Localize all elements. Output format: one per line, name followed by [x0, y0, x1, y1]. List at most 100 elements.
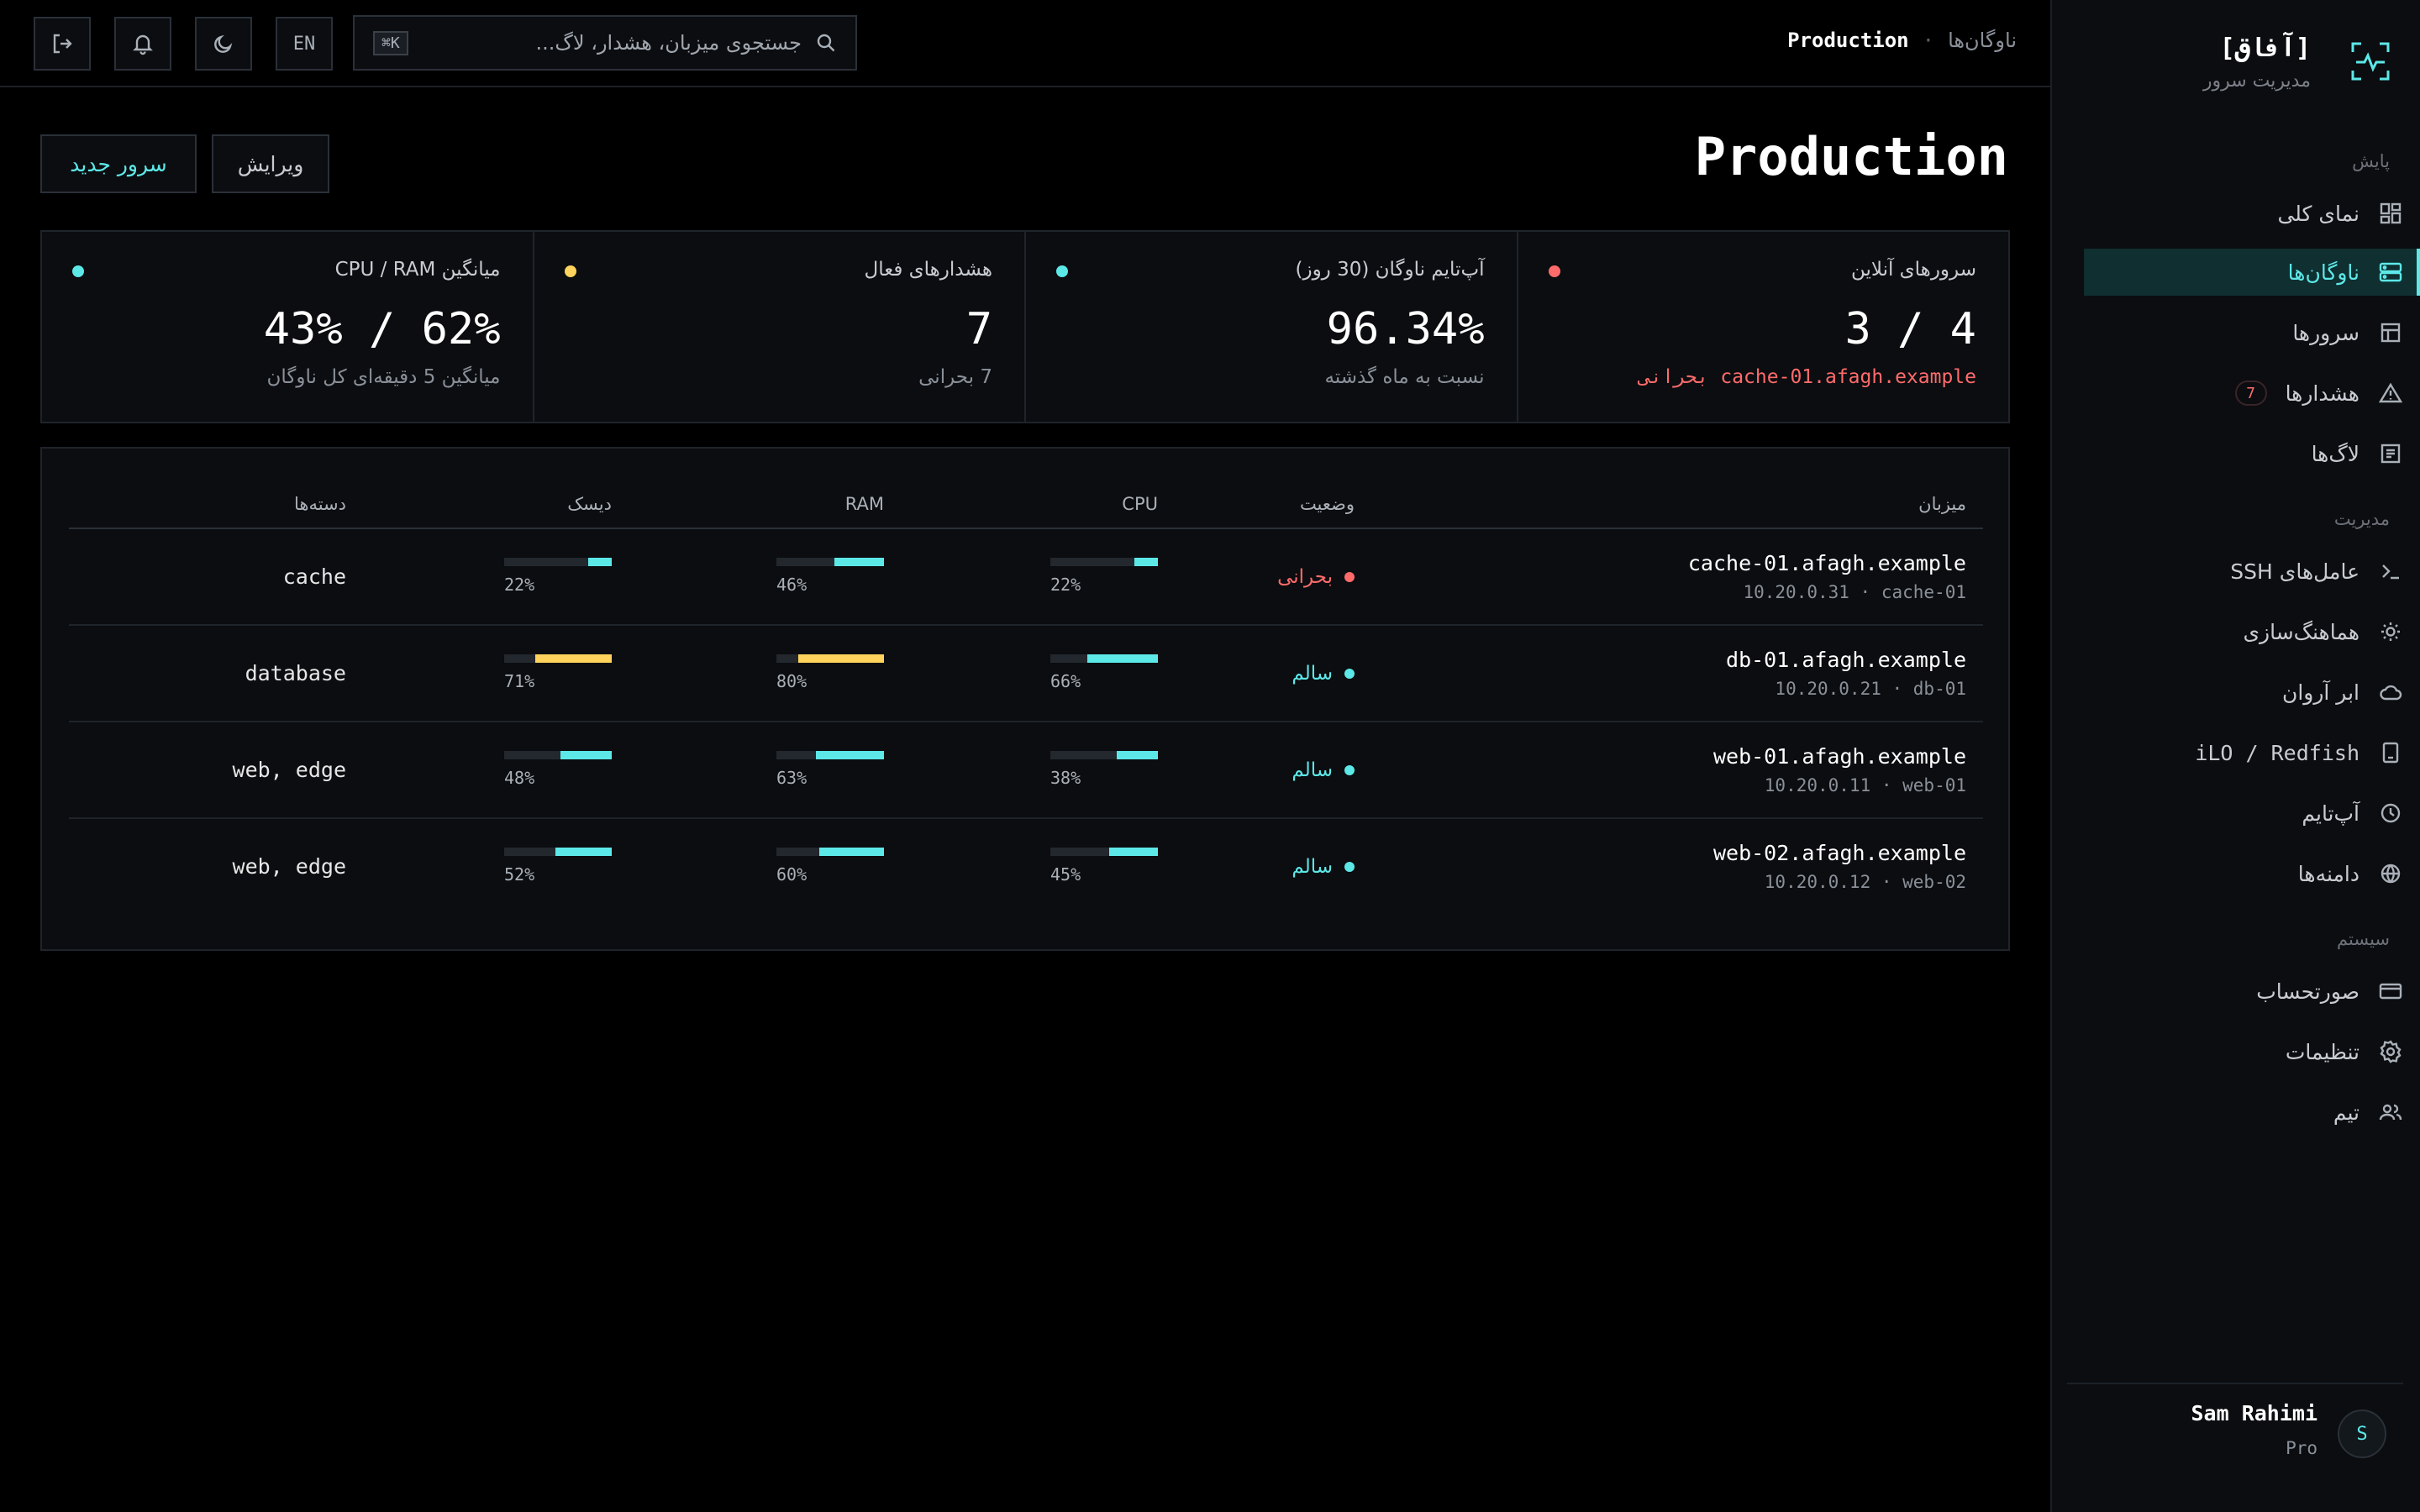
- breadcrumb-separator: ·: [1922, 29, 1935, 52]
- host-name-link[interactable]: cache-01.afagh.example: [1687, 551, 1966, 575]
- alerts-count-badge: 7: [2234, 381, 2267, 406]
- sidebar-item-settings[interactable]: تنظیمات: [2084, 1028, 2420, 1075]
- stat-value: 96.34%: [1326, 304, 1485, 354]
- ram-usage-percent: 63%: [776, 768, 808, 788]
- disk-usage: 48%: [504, 751, 612, 788]
- sidebar-item-label: ابر آروان: [2281, 680, 2360, 705]
- host-cell: cache-01.afagh.example 10.20.0.31 · cache…: [1688, 551, 1966, 602]
- stat-subtext: میانگین 5 دقیقه‌ای کل ناوگان: [266, 366, 501, 388]
- search-input[interactable]: [421, 31, 802, 55]
- search-box[interactable]: ⌘K: [353, 15, 857, 71]
- user-profile[interactable]: S Sam Rahimi Pro: [2084, 1401, 2386, 1468]
- sidebar-item-ssh-agents[interactable]: عامل‌های SSH: [2084, 548, 2420, 595]
- cpu-usage-percent: 45%: [1050, 864, 1081, 885]
- sidebar-item-sync[interactable]: هماهنگ‌سازی: [2084, 608, 2420, 655]
- topbar: ناوگان‌ها · Production ⌘K EN: [0, 0, 2050, 87]
- status-badge: سالم: [1292, 663, 1355, 685]
- host-name-link[interactable]: web-02.afagh.example: [1712, 841, 1966, 865]
- sidebar-item-servers[interactable]: سرورها: [2084, 309, 2420, 356]
- table-row[interactable]: web-01.afagh.example 10.20.0.11 · web-01 س…: [69, 722, 1983, 819]
- sidebar-item-billing[interactable]: صورتحساب: [2084, 968, 2420, 1015]
- host-meta: 10.20.0.11 · web-01: [1764, 775, 1966, 795]
- breadcrumb: ناوگان‌ها · Production: [1787, 29, 2017, 52]
- stat-value: 7: [965, 304, 992, 354]
- sidebar-item-team[interactable]: تیم: [2084, 1089, 2420, 1136]
- ram-usage: 80%: [776, 654, 884, 691]
- sidebar-item-domains[interactable]: دامنه‌ها: [2084, 850, 2420, 897]
- ram-usage-percent: 46%: [776, 575, 808, 595]
- ram-usage: 46%: [776, 558, 884, 595]
- server-stack-icon: [2378, 260, 2403, 285]
- document-lines-icon: [2378, 441, 2403, 466]
- status-dot-icon: [1344, 862, 1355, 872]
- new-server-button[interactable]: سرور جدید: [40, 134, 197, 193]
- cpu-usage-bar: [1050, 654, 1158, 663]
- groups-cell: database: [245, 661, 346, 685]
- sidebar-item-fleets[interactable]: ناوگان‌ها: [2084, 249, 2420, 296]
- cloud-icon: [2378, 680, 2403, 705]
- sidebar-item-logs[interactable]: لاگ‌ها: [2084, 430, 2420, 477]
- disk-usage-bar: [504, 848, 612, 856]
- status-dot-icon: [1344, 669, 1355, 679]
- hard-drive-icon: [2378, 740, 2403, 765]
- table-row[interactable]: cache-01.afagh.example 10.20.0.31 · cache…: [69, 529, 1983, 626]
- table-icon: [2378, 320, 2403, 345]
- cpu-usage-percent: 38%: [1050, 768, 1081, 788]
- host-meta: 10.20.0.21 · db-01: [1775, 679, 1966, 699]
- breadcrumb-current: Production: [1787, 29, 1909, 52]
- disk-usage: 22%: [504, 558, 612, 595]
- host-name-link[interactable]: db-01.afagh.example: [1726, 648, 1966, 672]
- stat-label: هشدارهای فعال: [864, 259, 992, 281]
- cpu-usage-fill: [1134, 558, 1158, 566]
- disk-usage-percent: 52%: [504, 864, 535, 885]
- sidebar-item-arvan-cloud[interactable]: ابر آروان: [2084, 669, 2420, 716]
- column-header-host[interactable]: میزبان: [1918, 494, 1966, 514]
- host-cell: db-01.afagh.example 10.20.0.21 · db-01: [1726, 648, 1966, 699]
- host-cell: web-02.afagh.example 10.20.0.12 · web-02: [1713, 841, 1966, 892]
- status-cell: سالم: [1292, 759, 1355, 781]
- cpu-usage-fill: [1117, 751, 1158, 759]
- sidebar-item-label: آپ‌تایم: [2302, 801, 2360, 826]
- hosts-table: میزبان وضعیت CPU RAM دیسک دسته‌ها cache-…: [40, 447, 2010, 951]
- status-dot-icon: [1056, 265, 1068, 277]
- stat-value: 43% / 62%: [263, 304, 501, 354]
- sidebar-item-label: هشدارها: [2285, 381, 2360, 406]
- brand[interactable]: [آفاق] مدیریت سرور: [2072, 34, 2391, 101]
- theme-toggle-button[interactable]: [195, 17, 252, 71]
- sidebar-item-uptime[interactable]: آپ‌تایم: [2084, 790, 2420, 837]
- sidebar-divider: [2067, 1383, 2403, 1384]
- credit-card-icon: [2378, 979, 2403, 1004]
- status-cell: بحرانی: [1277, 566, 1355, 588]
- ram-usage-bar: [776, 558, 884, 566]
- sidebar: [آفاق] مدیریت سرور پایش نمای کلی ناوگان‌…: [2050, 0, 2420, 1512]
- language-button[interactable]: EN: [276, 17, 333, 71]
- logout-button[interactable]: [34, 17, 91, 71]
- disk-usage-percent: 48%: [504, 768, 535, 788]
- column-header-status[interactable]: وضعیت: [1299, 494, 1355, 514]
- cpu-usage: 45%: [1050, 848, 1158, 885]
- table-row[interactable]: web-02.afagh.example 10.20.0.12 · web-02 س…: [69, 819, 1983, 916]
- status-dot-icon: [1344, 572, 1355, 582]
- ram-usage: 63%: [776, 751, 884, 788]
- column-header-cpu[interactable]: CPU: [1122, 494, 1158, 514]
- edit-button[interactable]: ویرایش: [212, 134, 329, 193]
- host-name-link[interactable]: web-01.afagh.example: [1712, 744, 1966, 769]
- notifications-button[interactable]: [114, 17, 171, 71]
- cpu-usage-percent: 66%: [1050, 671, 1081, 691]
- breadcrumb-parent[interactable]: ناوگان‌ها: [1948, 29, 2017, 52]
- user-plan: Pro: [2286, 1438, 2317, 1458]
- column-header-groups[interactable]: دسته‌ها: [293, 494, 346, 514]
- table-row[interactable]: db-01.afagh.example 10.20.0.21 · db-01 سال…: [69, 626, 1983, 722]
- sidebar-item-alerts[interactable]: هشدارها 7: [2084, 370, 2420, 417]
- gear-icon: [2378, 1039, 2403, 1064]
- status-badge: بحرانی: [1277, 566, 1355, 588]
- sidebar-item-ilo-redfish[interactable]: iLO / Redfish: [2084, 729, 2420, 776]
- avatar[interactable]: S: [2338, 1410, 2386, 1458]
- sidebar-item-label: تنظیمات: [2285, 1039, 2360, 1064]
- host-cell: web-01.afagh.example 10.20.0.11 · web-01: [1713, 744, 1966, 795]
- sidebar-item-overview[interactable]: نمای کلی: [2084, 190, 2420, 237]
- column-header-ram[interactable]: RAM: [844, 494, 884, 514]
- column-header-disk[interactable]: دیسک: [567, 494, 612, 514]
- host-meta: 10.20.0.12 · web-02: [1764, 872, 1966, 892]
- ram-usage-bar: [776, 654, 884, 663]
